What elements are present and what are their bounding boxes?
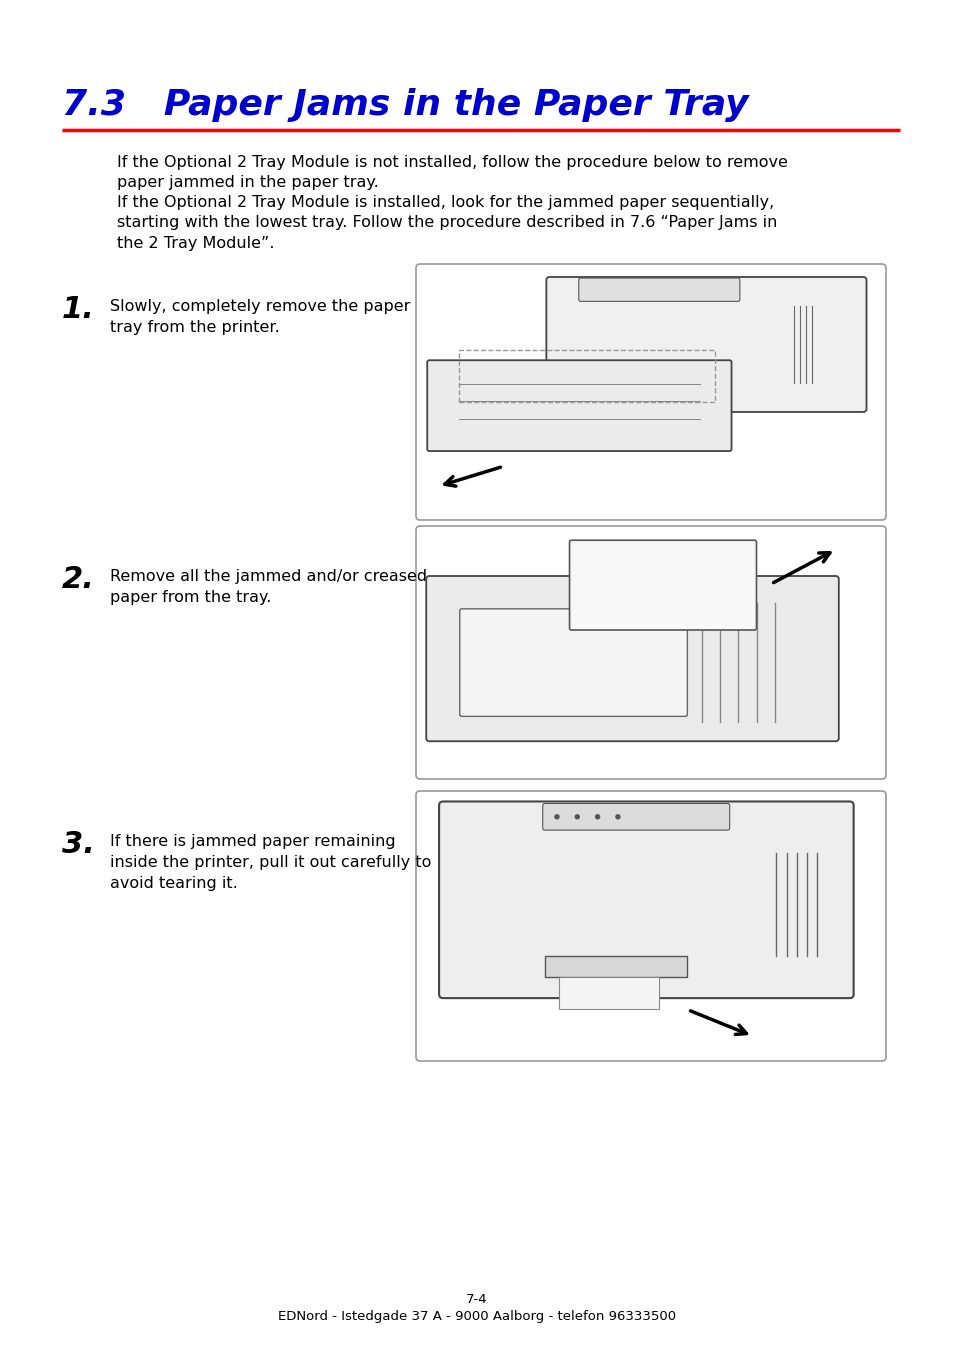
FancyBboxPatch shape <box>459 609 687 716</box>
Circle shape <box>595 815 599 819</box>
FancyBboxPatch shape <box>542 804 729 830</box>
Circle shape <box>616 815 619 819</box>
Circle shape <box>555 815 558 819</box>
Text: 2.: 2. <box>62 565 94 594</box>
FancyBboxPatch shape <box>578 278 740 301</box>
Text: If the Optional 2 Tray Module is not installed, follow the procedure below to re: If the Optional 2 Tray Module is not ins… <box>117 155 787 190</box>
Text: Remove all the jammed and/or creased
paper from the tray.: Remove all the jammed and/or creased pap… <box>110 569 427 605</box>
FancyBboxPatch shape <box>427 361 731 451</box>
Text: EDNord - Istedgade 37 A - 9000 Aalborg - telefon 96333500: EDNord - Istedgade 37 A - 9000 Aalborg -… <box>277 1310 676 1323</box>
Text: If the Optional 2 Tray Module is installed, look for the jammed paper sequential: If the Optional 2 Tray Module is install… <box>117 195 777 251</box>
FancyBboxPatch shape <box>416 790 885 1061</box>
FancyBboxPatch shape <box>569 540 756 630</box>
Circle shape <box>575 815 578 819</box>
Text: Slowly, completely remove the paper
tray from the printer.: Slowly, completely remove the paper tray… <box>110 299 410 335</box>
Bar <box>458 350 714 401</box>
Text: 7.3   Paper Jams in the Paper Tray: 7.3 Paper Jams in the Paper Tray <box>62 88 748 122</box>
Bar <box>544 957 686 977</box>
FancyBboxPatch shape <box>546 277 865 412</box>
FancyBboxPatch shape <box>426 576 838 742</box>
FancyBboxPatch shape <box>416 526 885 780</box>
Text: 3.: 3. <box>62 830 94 859</box>
Text: 1.: 1. <box>62 295 94 324</box>
FancyBboxPatch shape <box>416 263 885 520</box>
Text: 7-4: 7-4 <box>466 1293 487 1306</box>
FancyBboxPatch shape <box>438 801 853 998</box>
Text: If there is jammed paper remaining
inside the printer, pull it out carefully to
: If there is jammed paper remaining insid… <box>110 834 431 892</box>
Bar <box>558 977 658 1009</box>
